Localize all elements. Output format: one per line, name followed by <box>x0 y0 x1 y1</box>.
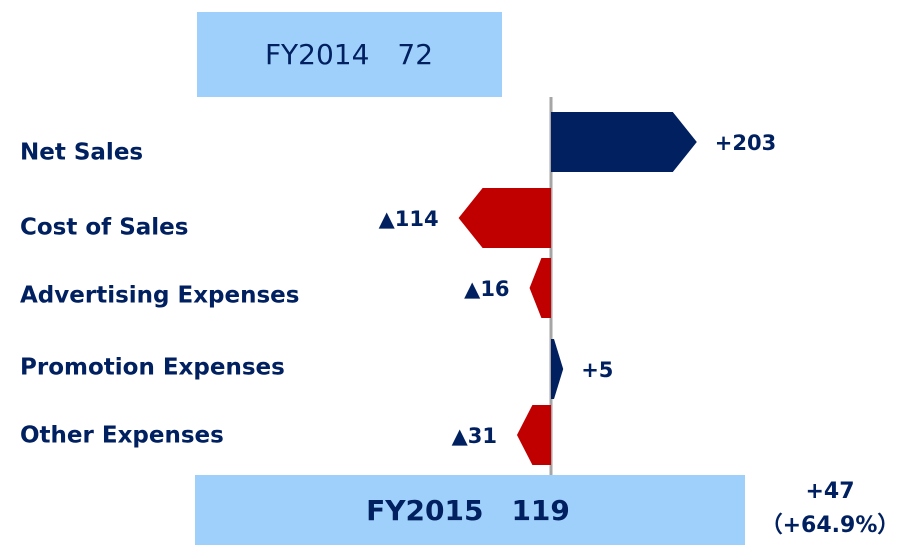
value-label: +203 <box>715 131 776 155</box>
start-label: FY2014 72 <box>265 38 433 71</box>
start-box <box>197 12 502 97</box>
bar <box>551 112 697 172</box>
end-label: FY2015 119 <box>366 494 570 527</box>
category-label: Other Expenses <box>20 423 224 449</box>
value-label: ▲31 <box>452 424 497 448</box>
bar <box>516 405 551 465</box>
category-label: Advertising Expenses <box>20 283 299 309</box>
bar <box>551 339 564 399</box>
category-label: Net Sales <box>20 140 143 166</box>
change-percent: （+64.9%） <box>761 513 900 538</box>
bar <box>529 258 551 318</box>
value-label: +5 <box>581 358 613 382</box>
end-box <box>195 475 745 545</box>
change-label: +47 <box>805 479 854 504</box>
category-label: Promotion Expenses <box>20 355 285 381</box>
value-label: ▲114 <box>379 207 439 231</box>
bar <box>458 188 551 248</box>
value-label: ▲16 <box>464 277 509 301</box>
category-label: Cost of Sales <box>20 215 188 241</box>
